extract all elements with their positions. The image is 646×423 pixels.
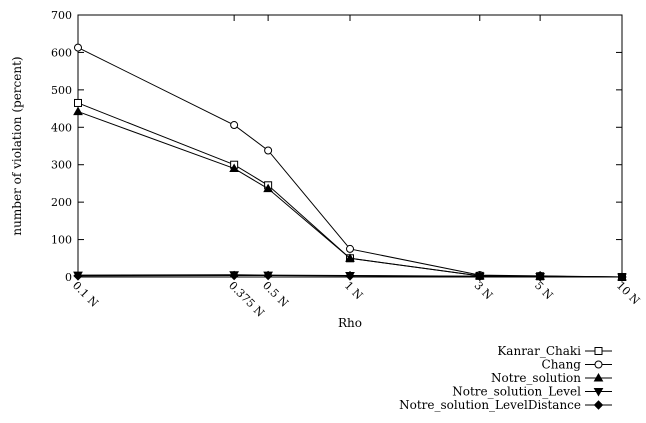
legend-label: Kanrar_Chaki — [497, 344, 581, 358]
legend-label: Chang — [542, 358, 582, 372]
y-tick-label: 200 — [51, 196, 72, 209]
x-tick-label: 1 N — [342, 279, 366, 303]
data-point — [73, 271, 83, 281]
plot-frame — [77, 14, 623, 278]
legend: Kanrar_ChakiChangNotre_solutionNotre_sol… — [399, 344, 612, 412]
series-layer — [73, 43, 627, 283]
legend-label: Notre_solution — [491, 371, 581, 385]
data-point — [345, 271, 355, 281]
y-tick-label: 600 — [51, 46, 72, 59]
data-point — [475, 271, 485, 281]
data-point — [229, 270, 239, 281]
data-point — [263, 270, 273, 281]
x-tick-label: 0.5 N — [260, 279, 291, 310]
legend-label: Notre_solution_Level — [452, 385, 581, 399]
data-point — [345, 253, 355, 262]
data-point — [617, 272, 627, 282]
data-point — [346, 244, 354, 253]
series-3 — [73, 106, 627, 281]
legend-entry: Chang — [542, 358, 612, 372]
data-point — [73, 106, 83, 116]
y-tick-label: 100 — [51, 234, 72, 247]
x-tick-label: 10 N — [614, 279, 643, 308]
legend-entry: Notre_solution — [491, 371, 612, 385]
y-tick-label: 400 — [51, 121, 72, 134]
legend-marker — [594, 347, 603, 355]
x-axis-ticks: 0.1 N 0.375 N0.5 N 1 N 3 N 5 N 10 N — [70, 15, 643, 320]
legend-marker — [593, 372, 604, 382]
x-tick-label: 3 N — [472, 279, 496, 303]
y-tick-label: 700 — [51, 9, 72, 22]
data-point — [535, 271, 545, 282]
legend-marker — [593, 400, 604, 410]
legend-entry: Notre_solution_Level — [452, 385, 612, 399]
x-tick-label: 5 N — [532, 279, 556, 303]
series-5 — [73, 270, 627, 282]
y-tick-label: 0 — [65, 271, 72, 284]
data-point — [74, 43, 82, 52]
data-point — [74, 98, 82, 107]
x-tick-label: 0.1 N — [70, 279, 101, 310]
legend-entry: Kanrar_Chaki — [497, 344, 612, 358]
y-axis-title: number of violation (percent) — [10, 56, 24, 235]
data-point — [264, 146, 273, 155]
x-axis-title: Rho — [338, 316, 362, 330]
series-line — [77, 47, 623, 278]
legend-label: Notre_solution_LevelDistance — [399, 398, 581, 412]
data-point — [263, 183, 273, 193]
x-tick-label: 0.375 N — [226, 279, 267, 320]
y-axis-ticks: 0 100 200 300 400 500 600 700 — [51, 9, 622, 284]
legend-entry: Notre_solution_LevelDistance — [399, 398, 612, 412]
legend-marker — [593, 388, 604, 397]
y-tick-label: 300 — [51, 159, 72, 172]
data-point — [229, 163, 239, 172]
data-point — [230, 121, 239, 130]
series-2 — [74, 43, 626, 281]
legend-marker — [594, 360, 603, 369]
y-tick-label: 500 — [51, 84, 72, 97]
